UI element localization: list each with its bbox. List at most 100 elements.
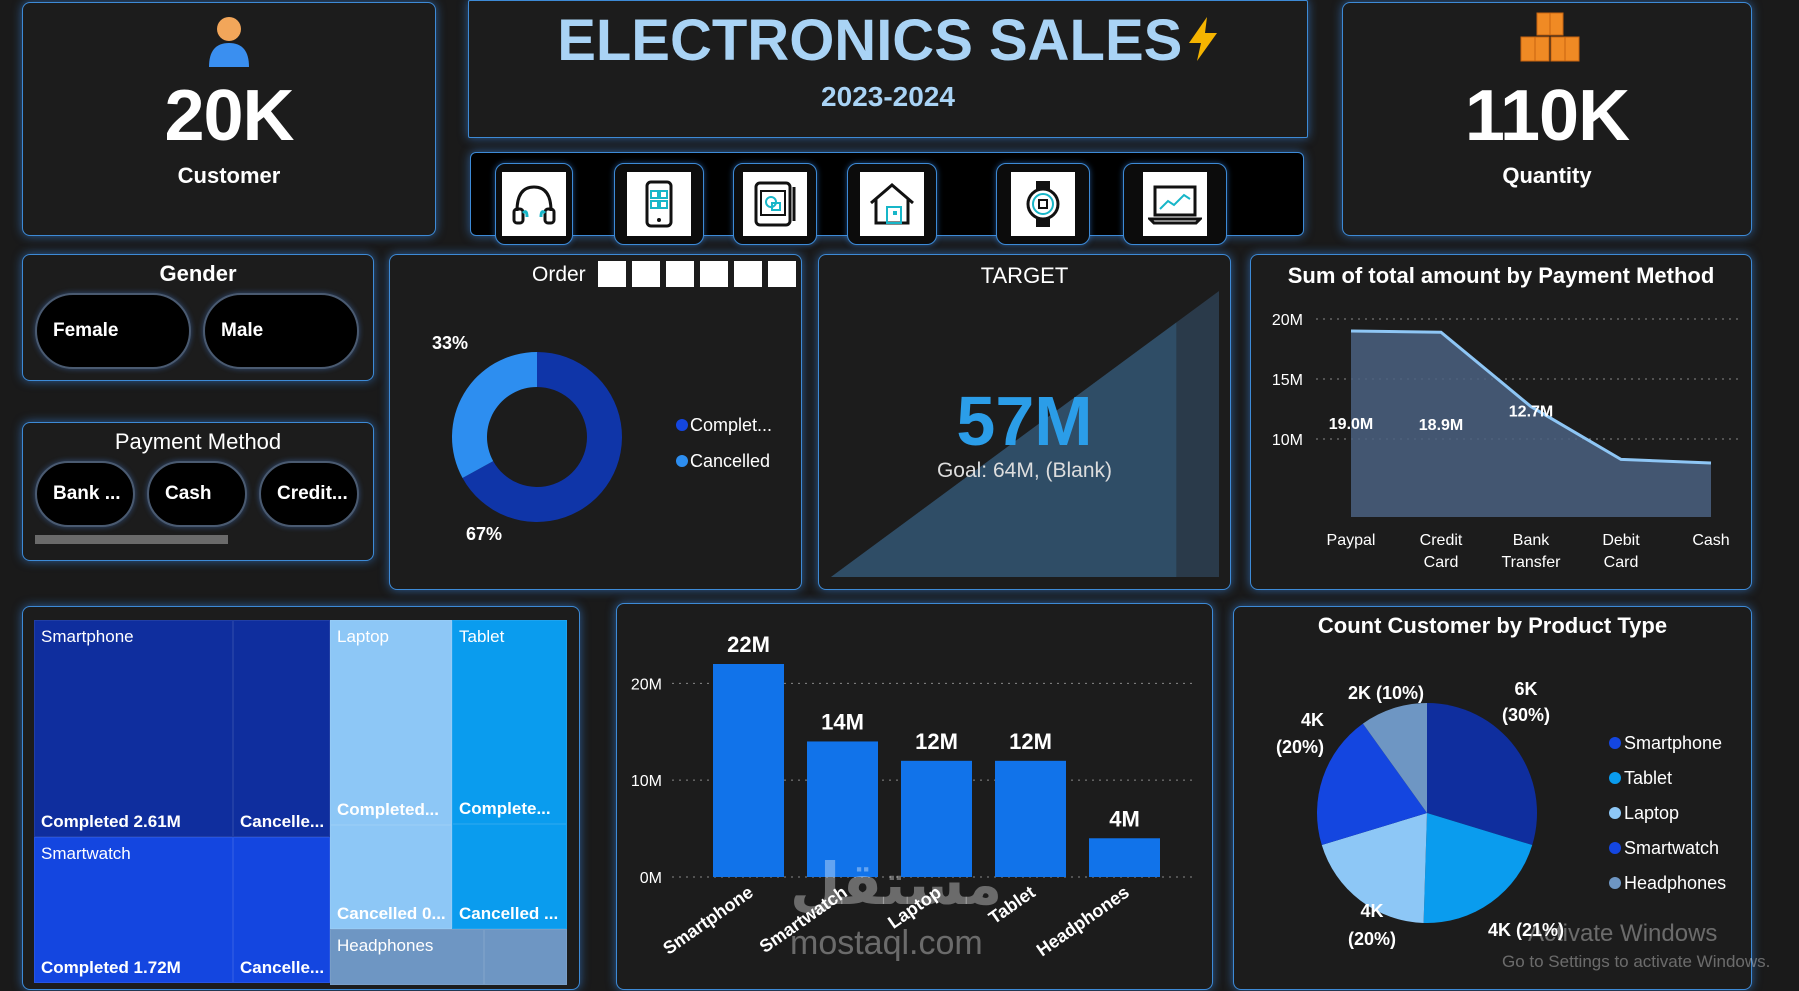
bar[interactable] (1089, 838, 1160, 877)
x-tick-label: Debit (1602, 532, 1640, 549)
x-tick-label: Headphones (1033, 882, 1133, 960)
legend-marker (1609, 842, 1621, 854)
area-fill (1351, 331, 1711, 517)
treemap-cell[interactable]: Cancelle... (233, 620, 330, 837)
bar-data-label: 12M (1009, 729, 1052, 754)
payment-amount-title: Sum of total amount by Payment Method (1287, 263, 1715, 288)
legend-label[interactable]: Complet... (690, 415, 772, 435)
legend-label[interactable]: Headphones (1624, 873, 1726, 893)
activate-windows-heading: Activate Windows (1528, 920, 1718, 947)
customer-value: 20K (164, 76, 294, 156)
legend-marker (1609, 877, 1621, 889)
bar[interactable] (901, 760, 972, 877)
x-tick-label: Cash (1692, 532, 1729, 549)
treemap-value-label: Completed... (337, 800, 440, 819)
y-tick-label: 20M (1272, 312, 1303, 329)
product-customers-pie-chart: 6K (30%) Smartphone 4K (21%) Tablet 4K (20%) La… (1276, 679, 1726, 949)
order-status-title: Order (532, 263, 586, 286)
pie-data-label: 4K (21%) (1488, 920, 1564, 940)
brand-watermark: mostaql.com (790, 924, 983, 962)
headphones-icon (512, 185, 556, 225)
pie-slice[interactable] (1423, 813, 1533, 923)
laptop-filter-button[interactable] (1123, 163, 1227, 245)
laptop-icon (1148, 185, 1202, 225)
smartwatch-icon (1026, 181, 1060, 227)
treemap-cell[interactable]: Cancelled 0... (330, 825, 452, 929)
y-tick-label: 10M (1272, 432, 1303, 449)
headphones-filter-button[interactable] (495, 163, 573, 245)
pie-data-label: 4K (1301, 710, 1324, 730)
pie-slice[interactable] (1427, 703, 1537, 846)
payment-cash-button[interactable]: Cash (147, 461, 247, 527)
data-label: 18.9M (1419, 417, 1463, 434)
product-customers-title: Count Customer by Product Type (1317, 613, 1668, 638)
bolt-icon (1188, 17, 1217, 61)
bar[interactable] (713, 664, 784, 877)
area-line (1350, 329, 1712, 465)
pie-data-label: (20%) (1276, 737, 1324, 757)
x-tick-label: Transfer (1502, 554, 1562, 571)
smartwatch-filter-button[interactable] (996, 163, 1090, 245)
treemap-cell[interactable]: Smartphone Completed 2.61M (34, 620, 233, 837)
quantity-label: Quantity (1502, 163, 1592, 188)
treemap-cell[interactable] (484, 929, 567, 985)
treemap-value-label: Completed 2.61M (41, 812, 181, 831)
payment-bank-button[interactable]: Bank ... (35, 461, 135, 527)
bar-data-label: 12M (915, 729, 958, 754)
treemap-value-label: Cancelle... (240, 812, 325, 831)
pie-data-label: (20%) (1348, 929, 1396, 949)
quantity-kpi-card: 110K Quantity (1342, 2, 1752, 236)
target-progress-area (831, 291, 1219, 577)
payment-amount-card: Sum of total amount by Payment Method 10… (1250, 254, 1752, 590)
treemap-category-label: Smartphone (41, 627, 134, 646)
pie-slice[interactable] (1362, 703, 1427, 813)
horizontal-scrollbar[interactable] (35, 535, 228, 544)
payment-amount-area-chart: 10M 15M 20M 19.0M Paypal 18.9M Credit Card 12.7M… (1272, 312, 1741, 571)
gender-male-button[interactable]: Male (203, 293, 359, 369)
treemap-cell[interactable]: Tablet Complete... (452, 620, 567, 824)
brand-watermark-arabic: مستقل (790, 852, 1003, 917)
y-tick-label: 20M (631, 676, 662, 693)
pie-data-label: 4K (1360, 901, 1383, 921)
page-subtitle: 2023-2024 (821, 81, 955, 112)
legend-marker (1609, 737, 1621, 749)
legend-label[interactable]: Smartphone (1624, 733, 1722, 753)
legend-label[interactable]: Smartwatch (1624, 838, 1719, 858)
treemap-value-label: Cancelled ... (459, 904, 559, 923)
treemap-cell[interactable]: Cancelled ... (452, 824, 567, 929)
treemap-cell[interactable]: Cancelle... (233, 837, 330, 983)
donut-data-label: 33% (432, 333, 468, 353)
legend-label[interactable]: Tablet (1624, 768, 1672, 788)
order-status-card: Order 67% Complet... 33% Cancelled (389, 254, 802, 590)
smartphone-filter-button[interactable] (614, 163, 704, 245)
pie-slice[interactable] (1317, 723, 1427, 846)
tablet-filter-button[interactable] (733, 163, 817, 245)
legend-marker (676, 419, 688, 431)
tablet-icon (754, 181, 796, 227)
target-card: TARGET 57M Goal: 64M, (Blank) (818, 254, 1231, 590)
bar-data-label: 4M (1109, 806, 1140, 831)
pie-slice[interactable] (1321, 813, 1427, 923)
legend-label[interactable]: Laptop (1624, 803, 1679, 823)
category-icon-strip (470, 152, 1304, 245)
legend-label[interactable]: Cancelled (690, 451, 770, 471)
customer-label: Customer (177, 163, 281, 188)
smart-home-filter-button[interactable] (847, 163, 937, 245)
order-status-title-redaction (598, 257, 802, 287)
bar-data-label: 22M (727, 632, 770, 657)
gender-female-button[interactable]: Female (35, 293, 191, 369)
bar[interactable] (995, 760, 1066, 877)
payment-credit-button[interactable]: Credit... (259, 461, 359, 527)
target-title: TARGET (980, 263, 1069, 288)
treemap-cell[interactable]: Headphones (330, 929, 484, 985)
treemap-cell[interactable]: Smartwatch Completed 1.72M (34, 837, 233, 983)
gender-slicer-title: Gender (159, 261, 237, 286)
bar[interactable] (807, 741, 878, 877)
treemap-category-label: Laptop (337, 627, 389, 646)
y-tick-label: 0M (640, 870, 662, 887)
pie-data-label: 6K (1514, 679, 1537, 699)
y-tick-label: 15M (1272, 372, 1303, 389)
treemap-cell[interactable]: Laptop Completed... (330, 620, 452, 825)
pie-data-label: (30%) (1502, 705, 1550, 725)
product-customers-card: Count Customer by Product Type 6K (30%) Sm… (1233, 606, 1752, 990)
